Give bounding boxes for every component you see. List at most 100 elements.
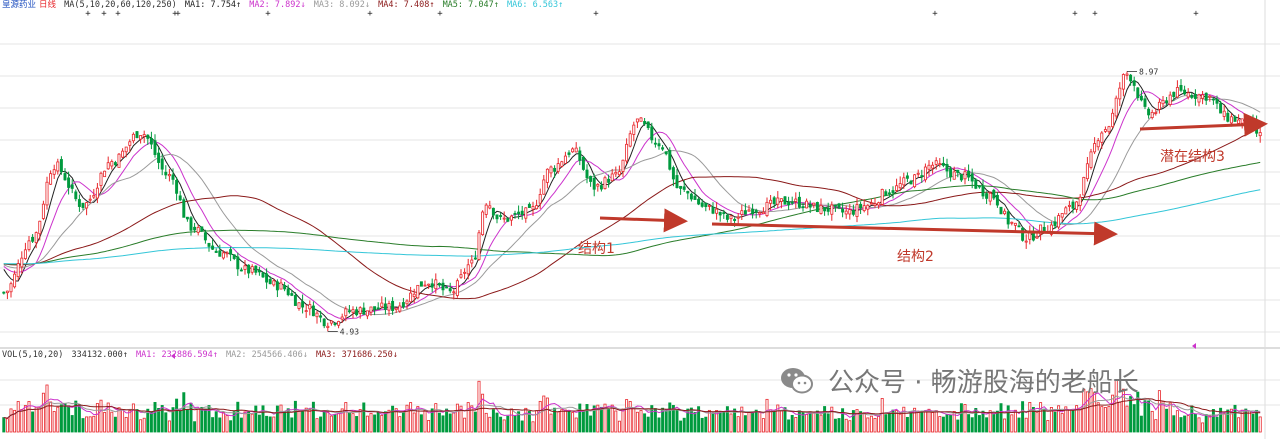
volume-bar: [556, 411, 560, 433]
volume-bar: [783, 407, 787, 433]
candle-body: [697, 198, 701, 205]
event-marker: +: [101, 9, 107, 19]
volume-bar: [16, 401, 20, 433]
volume-bar: [1096, 402, 1100, 433]
candle-body: [704, 202, 708, 208]
candle-body: [185, 216, 189, 220]
volume-bar: [225, 415, 229, 433]
volume-bar: [1039, 402, 1043, 433]
candle-body: [1132, 80, 1136, 86]
candle-body: [826, 208, 830, 212]
candle-body: [599, 185, 603, 190]
vol-params: VOL(5,10,20): [2, 350, 64, 360]
volume-bar: [635, 411, 639, 433]
candle-body: [873, 203, 877, 206]
candle-body: [229, 249, 233, 255]
candle-body: [747, 209, 751, 212]
candle-body: [621, 159, 625, 172]
volume-bar: [653, 408, 657, 433]
ma5-value: MA5: 7.047↑: [442, 0, 499, 10]
volume-bar: [643, 413, 647, 433]
volume-bar: [754, 409, 758, 433]
candle-body: [164, 171, 168, 176]
volume-bar: [1064, 406, 1068, 433]
event-marker: +: [265, 9, 271, 19]
candle-body: [1075, 201, 1079, 210]
candle-body: [27, 240, 31, 250]
candle-body: [1136, 87, 1140, 99]
volume-bar: [1201, 422, 1205, 433]
candle-body: [38, 220, 42, 235]
volume-bar: [279, 404, 283, 433]
volume-bar: [1251, 413, 1255, 433]
volume-bar: [866, 417, 870, 433]
candle-body: [743, 210, 747, 215]
volume-bar: [1010, 414, 1014, 433]
candle-body: [819, 204, 823, 214]
volume-bar: [427, 420, 431, 433]
volume-bar: [488, 416, 492, 433]
candle-body: [304, 310, 308, 312]
period-label[interactable]: 日线: [39, 0, 57, 10]
candle-body: [769, 199, 773, 204]
volume-bar: [1021, 401, 1025, 433]
candle-body: [707, 205, 711, 207]
volume-bar: [1139, 415, 1143, 433]
volume-bar: [322, 411, 326, 433]
candle-body: [869, 202, 873, 205]
candle-body: [887, 192, 891, 195]
volume-bar: [805, 414, 809, 433]
candle-body: [1240, 118, 1244, 124]
candle-body: [1175, 87, 1179, 98]
wechat-icon: [781, 367, 813, 393]
candle-body: [182, 199, 186, 218]
volume-bar: [661, 407, 665, 433]
volume-bar: [481, 393, 485, 433]
candle-body: [470, 259, 474, 264]
candle-body: [293, 295, 297, 306]
candle-body: [945, 163, 949, 172]
volume-bar: [657, 417, 661, 433]
volume-bar: [239, 417, 243, 433]
volume-bar: [794, 416, 798, 433]
volume-bar: [1237, 417, 1241, 433]
volume-bar: [560, 409, 564, 433]
candle-body: [729, 215, 733, 220]
volume-bar: [1075, 405, 1079, 433]
volume-bar: [23, 405, 27, 433]
candle-body: [214, 250, 218, 253]
candle-body: [77, 199, 81, 207]
volume-bar: [315, 418, 319, 433]
candle-body: [571, 148, 575, 153]
candle-body: [509, 215, 513, 221]
volume-bar: [1082, 388, 1086, 433]
volume-bar: [596, 404, 600, 433]
volume-bar: [1150, 410, 1154, 433]
volume-bar: [1193, 413, 1197, 433]
stock-name[interactable]: 皇源药业: [2, 0, 37, 10]
candle-body: [416, 284, 420, 299]
volume-bar: [711, 412, 715, 433]
volume-bar: [63, 403, 67, 433]
candle-body: [74, 191, 78, 200]
candle-body: [358, 307, 362, 314]
candle-body: [790, 201, 794, 204]
candle-body: [625, 143, 629, 162]
event-marker: +: [367, 9, 373, 19]
candle-body: [1161, 99, 1165, 105]
candle-body: [135, 131, 139, 139]
candle-body: [1093, 143, 1097, 153]
volume-bar: [1067, 409, 1071, 433]
volume-bar: [131, 403, 135, 433]
candle-body: [193, 226, 197, 231]
volume-bar: [646, 416, 650, 433]
volume-bar: [542, 395, 546, 433]
volume-bar: [844, 418, 848, 433]
candle-body: [301, 301, 305, 308]
candle-body: [920, 175, 924, 177]
watermark-text: 公众号 · 畅游股海的老船长: [828, 368, 1139, 398]
candle-body: [477, 232, 481, 260]
volume-bar: [1175, 410, 1179, 433]
